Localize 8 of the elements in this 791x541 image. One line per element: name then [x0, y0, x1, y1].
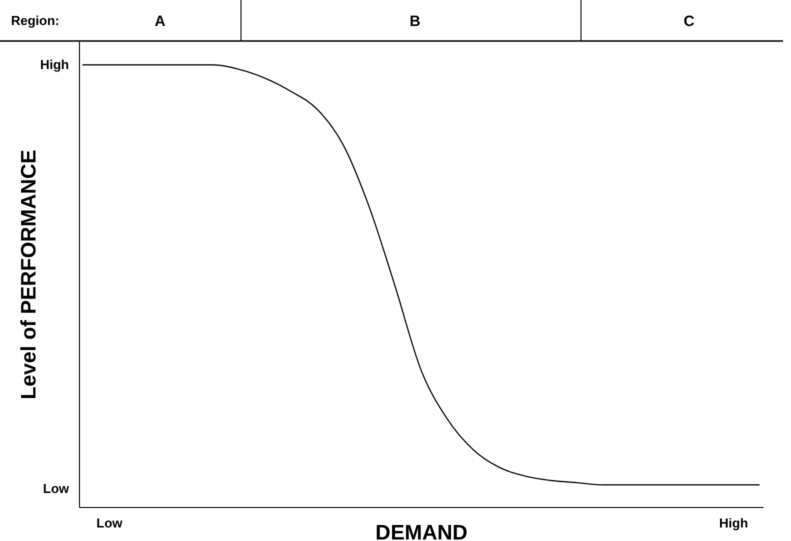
text: High [40, 57, 70, 72]
text: B [410, 13, 421, 30]
text: Low [43, 481, 70, 496]
x-axis-title: DEMAND [375, 522, 468, 541]
y-axis-title: Level of PERFORMANCE [18, 150, 40, 400]
text: A [154, 13, 166, 30]
text: Region: [11, 13, 60, 28]
text: C [684, 13, 695, 30]
